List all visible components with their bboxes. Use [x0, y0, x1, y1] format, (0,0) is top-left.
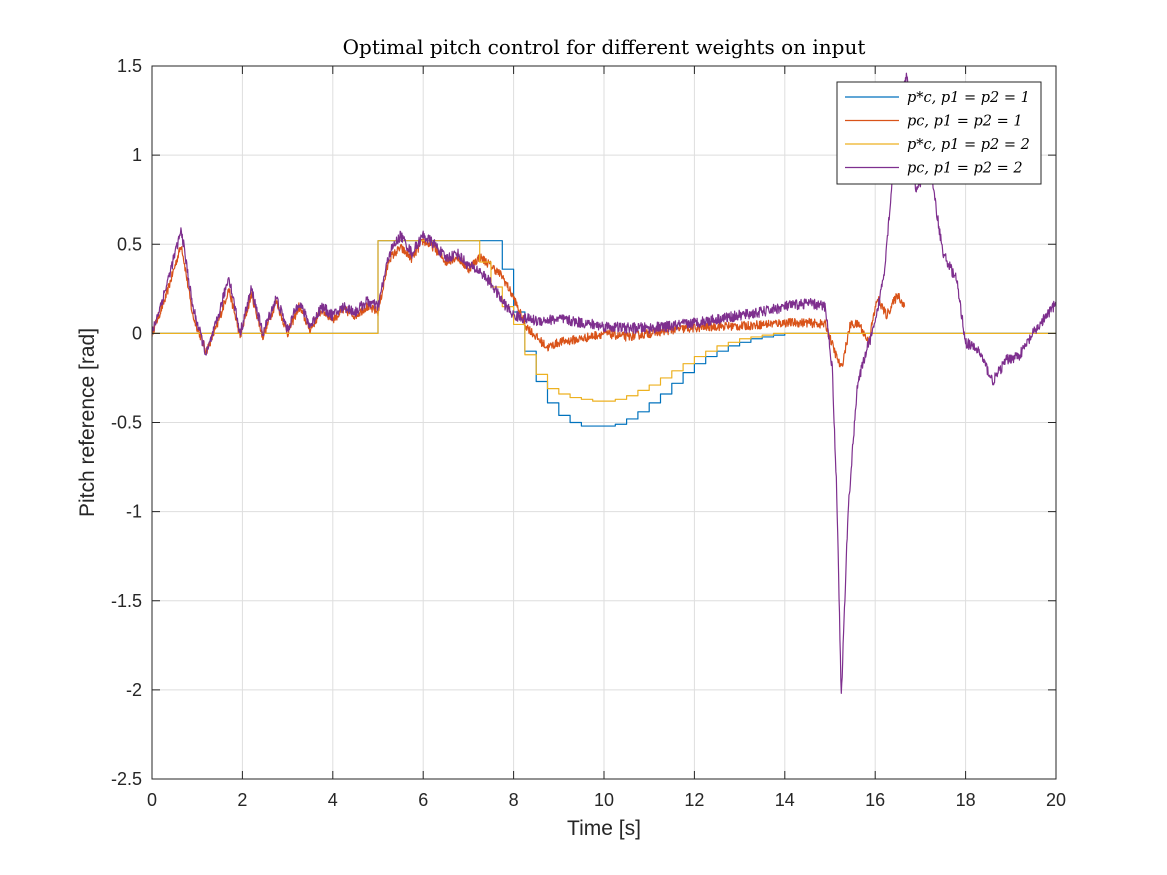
y-tick-label: -0.5	[111, 413, 142, 433]
legend-label-3: p*c, p1 = p2 = 2	[907, 137, 1030, 153]
y-tick-label: -2	[126, 680, 142, 700]
series-line-3	[152, 240, 1056, 402]
x-tick-label: 14	[775, 790, 795, 810]
x-tick-label: 18	[956, 790, 976, 810]
y-tick-label: -1.5	[111, 591, 142, 611]
legend-label-1: p*c, p1 = p2 = 1	[907, 90, 1030, 106]
series-layer	[152, 72, 1056, 694]
x-tick-label: 20	[1046, 790, 1066, 810]
x-tick-label: 6	[418, 790, 428, 810]
y-tick-label: -2.5	[111, 769, 142, 789]
legend-label-2: pc, p1 = p2 = 1	[907, 114, 1023, 130]
y-tick-label: 1.5	[117, 56, 142, 76]
x-axis-label: Time [s]	[567, 817, 641, 840]
y-tick-label: 0	[132, 323, 142, 343]
series-line-4	[152, 72, 1056, 694]
legend[interactable]: p*c, p1 = p2 = 1 pc, p1 = p2 = 1 p*c, p1 =…	[836, 81, 1042, 185]
x-tick-label: 2	[237, 790, 247, 810]
chart-title: Optimal pitch control for different weig…	[343, 35, 866, 59]
x-tick-label: 16	[865, 790, 885, 810]
x-tick-label: 0	[147, 790, 157, 810]
y-axis-label: Pitch reference [rad]	[76, 328, 99, 517]
x-tick-label: 12	[684, 790, 704, 810]
y-tick-label: 1	[132, 145, 142, 165]
y-tick-label: 0.5	[117, 234, 142, 254]
x-tick-label: 10	[594, 790, 614, 810]
legend-label-4: pc, p1 = p2 = 2	[907, 161, 1023, 177]
x-tick-label: 4	[328, 790, 338, 810]
y-tick-label: -1	[126, 502, 142, 522]
ticks: 0 2 4 6 8 10 12 14 16 18 20 -2.5 -2 -1.5 -1 -0.5 0 0.5 1 1.…	[111, 56, 1066, 810]
x-tick-label: 8	[509, 790, 519, 810]
series-line-2	[152, 238, 906, 368]
